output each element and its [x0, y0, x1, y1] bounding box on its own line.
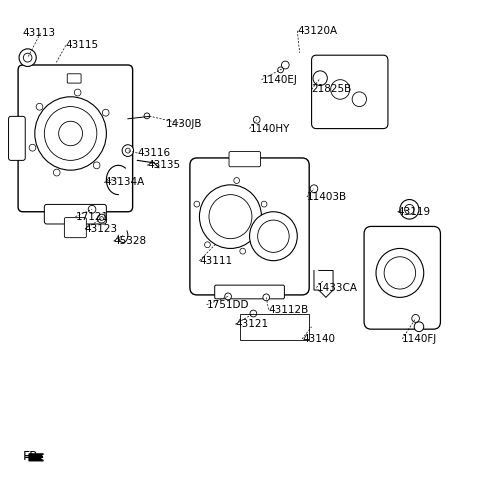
- Text: 43119: 43119: [397, 207, 431, 217]
- Circle shape: [225, 293, 231, 300]
- Circle shape: [102, 109, 109, 116]
- Circle shape: [281, 61, 289, 69]
- Circle shape: [384, 257, 416, 289]
- Text: 17121: 17121: [75, 212, 108, 222]
- Circle shape: [352, 92, 366, 107]
- Text: 43121: 43121: [235, 319, 268, 329]
- FancyBboxPatch shape: [312, 55, 388, 128]
- Circle shape: [88, 205, 96, 213]
- FancyBboxPatch shape: [215, 285, 284, 299]
- Text: 1751DD: 1751DD: [206, 300, 249, 309]
- Circle shape: [250, 212, 297, 261]
- Circle shape: [19, 49, 36, 66]
- Text: 1140EJ: 1140EJ: [262, 75, 297, 85]
- Text: 43113: 43113: [23, 28, 56, 38]
- FancyBboxPatch shape: [229, 152, 261, 167]
- Text: FR.: FR.: [23, 450, 42, 463]
- Text: 11403B: 11403B: [307, 192, 347, 202]
- FancyBboxPatch shape: [364, 226, 441, 329]
- Text: 43140: 43140: [302, 334, 335, 344]
- Text: 1433CA: 1433CA: [316, 282, 357, 293]
- Circle shape: [412, 314, 420, 322]
- Circle shape: [261, 201, 267, 207]
- Text: 45328: 45328: [114, 236, 147, 246]
- Text: 43116: 43116: [137, 148, 170, 158]
- Circle shape: [44, 107, 97, 160]
- Text: 43135: 43135: [147, 160, 180, 170]
- Circle shape: [253, 116, 260, 123]
- Circle shape: [53, 169, 60, 176]
- Circle shape: [278, 67, 283, 73]
- Circle shape: [59, 121, 83, 146]
- Circle shape: [93, 162, 100, 169]
- Circle shape: [209, 195, 252, 239]
- Circle shape: [263, 294, 270, 301]
- Circle shape: [74, 89, 81, 96]
- Circle shape: [310, 185, 318, 193]
- FancyBboxPatch shape: [64, 217, 86, 238]
- Circle shape: [35, 97, 107, 170]
- FancyBboxPatch shape: [44, 204, 107, 224]
- Polygon shape: [29, 454, 43, 461]
- Text: 43120A: 43120A: [297, 26, 337, 36]
- Bar: [240, 313, 309, 340]
- Circle shape: [376, 248, 424, 297]
- Circle shape: [258, 220, 289, 252]
- FancyBboxPatch shape: [190, 158, 309, 295]
- Circle shape: [24, 53, 32, 62]
- Text: 1140FJ: 1140FJ: [402, 334, 437, 344]
- Circle shape: [240, 248, 246, 254]
- Text: 43115: 43115: [66, 40, 99, 50]
- Circle shape: [414, 322, 424, 332]
- Text: 1430JB: 1430JB: [166, 119, 203, 129]
- Circle shape: [313, 71, 327, 86]
- FancyBboxPatch shape: [18, 65, 132, 212]
- Circle shape: [194, 201, 200, 207]
- Circle shape: [97, 214, 106, 223]
- Circle shape: [144, 113, 150, 119]
- FancyBboxPatch shape: [67, 74, 81, 83]
- Text: 21825B: 21825B: [312, 85, 352, 94]
- Circle shape: [331, 80, 350, 99]
- Circle shape: [234, 178, 240, 184]
- Circle shape: [204, 242, 210, 247]
- Circle shape: [36, 103, 43, 110]
- Circle shape: [250, 310, 257, 317]
- Circle shape: [100, 216, 104, 220]
- Text: 43123: 43123: [85, 224, 118, 234]
- Circle shape: [405, 204, 414, 214]
- FancyBboxPatch shape: [9, 116, 25, 160]
- Circle shape: [199, 185, 262, 248]
- Circle shape: [125, 148, 130, 153]
- Circle shape: [122, 145, 133, 156]
- Circle shape: [29, 144, 36, 151]
- Text: 43111: 43111: [199, 256, 233, 266]
- Text: 43112B: 43112B: [269, 305, 309, 314]
- Text: 43134A: 43134A: [104, 178, 144, 187]
- Circle shape: [400, 200, 419, 219]
- Text: 1140HY: 1140HY: [250, 123, 290, 134]
